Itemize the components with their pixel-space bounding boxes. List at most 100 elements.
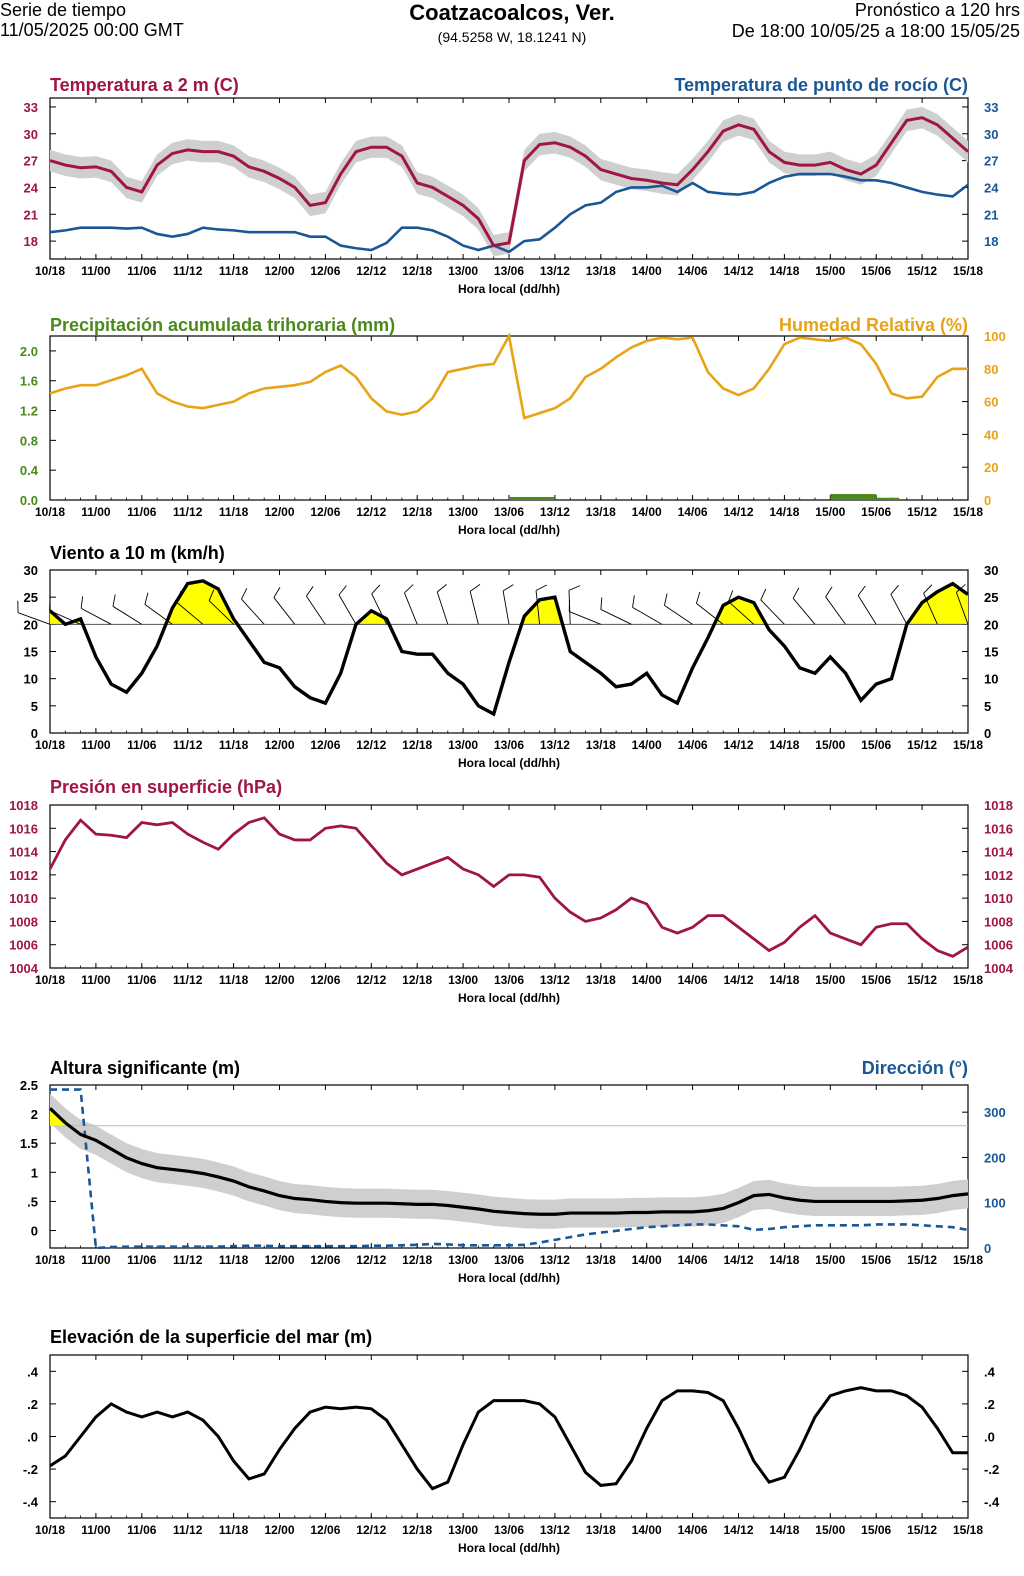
wind-barb <box>306 595 326 625</box>
pres-ytick-left-label: 1018 <box>9 798 38 813</box>
pres-xtick-label: 13/18 <box>586 973 616 987</box>
humidity-line <box>49 332 968 420</box>
wave-ytick-right-label: 100 <box>984 1196 1006 1211</box>
wind-barb-flag <box>663 593 668 606</box>
wave-xtick-label: 14/12 <box>723 1253 753 1267</box>
ssh-ytick-left-label: .2 <box>27 1397 38 1412</box>
rh-xtick-label: 11/12 <box>173 505 203 519</box>
wind-ytick-left-label: 0 <box>31 726 38 741</box>
rh-ytick-left-label: 0.0 <box>20 493 38 508</box>
wave-xtick-label: 11/12 <box>173 1253 203 1267</box>
temp-xtick-label: 15/06 <box>861 264 891 278</box>
wind-xtick-label: 15/18 <box>953 738 983 752</box>
wave-xtick-label: 15/12 <box>907 1253 937 1267</box>
pres-xtick-label: 15/00 <box>815 973 845 987</box>
pres-xtick-label: 14/18 <box>769 973 799 987</box>
rh-ytick-right-label: 80 <box>984 362 998 377</box>
pres-xtick-label: 14/00 <box>632 973 662 987</box>
temp-ytick-left-label: 18 <box>24 234 38 249</box>
wind-title-left: Viento a 10 m (km/h) <box>50 543 225 563</box>
temp-xtick-label: 15/00 <box>815 264 845 278</box>
wind-barb <box>273 597 296 625</box>
header-forecast-label: Pronóstico a 120 hrs <box>854 0 1020 20</box>
wind-barb-flag <box>632 595 635 608</box>
rh-xtick-label: 11/06 <box>127 505 157 519</box>
wind-barb-flag <box>404 584 414 594</box>
wind-barb <box>176 602 204 625</box>
wind-barb-flag <box>502 584 514 592</box>
temp-xtick-label: 14/00 <box>632 264 662 278</box>
wind-barb-flag <box>923 584 933 594</box>
wind-ytick-left-label: 30 <box>24 563 38 578</box>
wind-barb <box>632 606 663 625</box>
ssh-xtick-label: 14/12 <box>723 1523 753 1537</box>
wind-ytick-left-label: 5 <box>31 699 38 714</box>
header-forecast-range: De 18:00 10/05/25 a 18:00 15/05/25 <box>731 21 1020 41</box>
wind-ytick-right-label: 25 <box>984 590 998 605</box>
temp-xtick-label: 14/06 <box>678 264 708 278</box>
rh-ytick-right-label: 60 <box>984 395 998 410</box>
pres-ytick-right-label: 1010 <box>984 891 1013 906</box>
rh-xtick-label: 14/12 <box>723 505 753 519</box>
wind-ytick-right-label: 10 <box>984 672 998 687</box>
wave-xtick-label: 11/00 <box>81 1253 111 1267</box>
wind-barb-flag <box>857 585 866 596</box>
pres-ytick-right-label: 1006 <box>984 938 1013 953</box>
wave-uncertainty-band <box>50 1093 968 1229</box>
pres-xtick-label: 15/18 <box>953 973 983 987</box>
wave-xtick-label: 15/18 <box>953 1253 983 1267</box>
rh-xtick-label: 13/00 <box>448 505 478 519</box>
pres-frame <box>49 804 969 969</box>
wind-above-threshold-fill <box>356 610 390 625</box>
wind-ytick-right-label: 20 <box>984 617 998 632</box>
temp-xtick-label: 13/00 <box>448 264 478 278</box>
wind-barb <box>569 611 601 625</box>
temp-xtick-label: 11/18 <box>219 264 249 278</box>
pres-xtick-label: 12/06 <box>310 973 340 987</box>
wind-xtick-label: 15/12 <box>907 738 937 752</box>
ssh-xtick-label: 15/06 <box>861 1523 891 1537</box>
temp-xtick-label: 12/06 <box>310 264 340 278</box>
wind-speed-line <box>48 579 969 717</box>
rh-xtick-label: 12/18 <box>402 505 432 519</box>
ssh-ytick-left-label: -.4 <box>23 1495 39 1510</box>
wave-ytick-left-label: 1 <box>31 1165 38 1180</box>
temp-xtick-label: 11/00 <box>81 264 111 278</box>
ssh-frame <box>49 1354 969 1519</box>
ssh-ytick-left-label: .0 <box>27 1430 38 1445</box>
temp-xtick-label: 13/12 <box>540 264 570 278</box>
temp-ytick-left-label: 21 <box>24 207 38 222</box>
wind-barb-flag <box>144 592 149 605</box>
sea-level-line <box>49 1386 968 1491</box>
ssh-title-left: Elevación de la superficie del mar (m) <box>50 1327 372 1347</box>
pres-xtick-label: 10/18 <box>35 973 65 987</box>
wave-ytick-right-label: 300 <box>984 1105 1006 1120</box>
wind-barb <box>338 594 357 625</box>
ssh-ytick-left-label: -.2 <box>23 1462 38 1477</box>
pres-xtick-label: 13/00 <box>448 973 478 987</box>
wind-barb-flag <box>49 598 51 611</box>
header-coordinates: (94.5258 W, 18.1241 N) <box>437 29 587 45</box>
wind-barb <box>890 594 908 625</box>
temp-xtick-label: 12/18 <box>402 264 432 278</box>
rh-xtick-label: 12/00 <box>264 505 294 519</box>
ssh-xtick-label: 14/00 <box>632 1523 662 1537</box>
rh-xtick-label: 13/06 <box>494 505 524 519</box>
temp-ytick-left-label: 30 <box>24 127 38 142</box>
wind-barb-flag <box>273 586 281 598</box>
wind-ytick-right-label: 0 <box>984 726 991 741</box>
temp-xtick-label: 13/18 <box>586 264 616 278</box>
wave-title-left: Altura significante (m) <box>50 1058 240 1078</box>
temp-xtick-label: 12/00 <box>264 264 294 278</box>
pres-ytick-left-label: 1014 <box>9 845 39 860</box>
wind-ytick-left-label: 20 <box>24 617 38 632</box>
ssh-xtick-label: 15/12 <box>907 1523 937 1537</box>
temp-ytick-right-label: 30 <box>984 127 998 142</box>
wind-ytick-left-label: 25 <box>24 590 38 605</box>
rh-xtick-label: 15/00 <box>815 505 845 519</box>
ssh-xtick-label: 13/18 <box>586 1523 616 1537</box>
temp-title-right: Temperatura de punto de rocío (C) <box>674 75 968 95</box>
wind-barb <box>696 603 724 625</box>
wave-height-line <box>48 1107 969 1216</box>
wind-barb-flag <box>792 587 800 599</box>
